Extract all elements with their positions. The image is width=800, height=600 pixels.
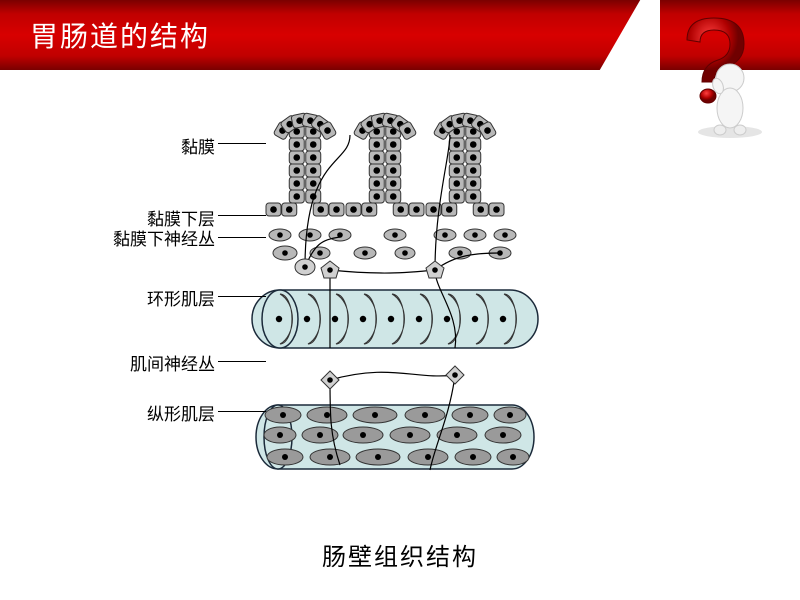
label-line-mucosa xyxy=(218,143,266,144)
header-slash-decoration xyxy=(580,0,660,70)
label-mucosa: 黏膜 xyxy=(0,133,215,158)
slide-header: 胃肠道的结构 xyxy=(0,0,800,70)
slide-body: 黏膜 黏膜下层 黏膜下神经丛 环形肌层 肌间神经丛 纵形肌层 肠壁组织结构 xyxy=(0,70,800,600)
label-line-circular-muscle xyxy=(218,296,266,297)
slide-title: 胃肠道的结构 xyxy=(30,15,210,55)
label-line-longitudinal-muscle xyxy=(218,411,266,412)
label-myenteric-plexus: 肌间神经丛 xyxy=(0,350,215,375)
intestinal-wall-diagram xyxy=(105,95,565,535)
label-line-submucosa xyxy=(218,215,266,216)
label-line-submucosal-plexus xyxy=(218,237,266,238)
question-mark-mascot-icon xyxy=(652,10,782,140)
label-longitudinal-muscle: 纵形肌层 xyxy=(0,400,215,425)
label-circular-muscle: 环形肌层 xyxy=(0,285,215,310)
label-submucosal-plexus: 黏膜下神经丛 xyxy=(0,225,215,250)
diagram-caption: 肠壁组织结构 xyxy=(0,537,800,572)
label-line-myenteric-plexus xyxy=(218,361,266,362)
